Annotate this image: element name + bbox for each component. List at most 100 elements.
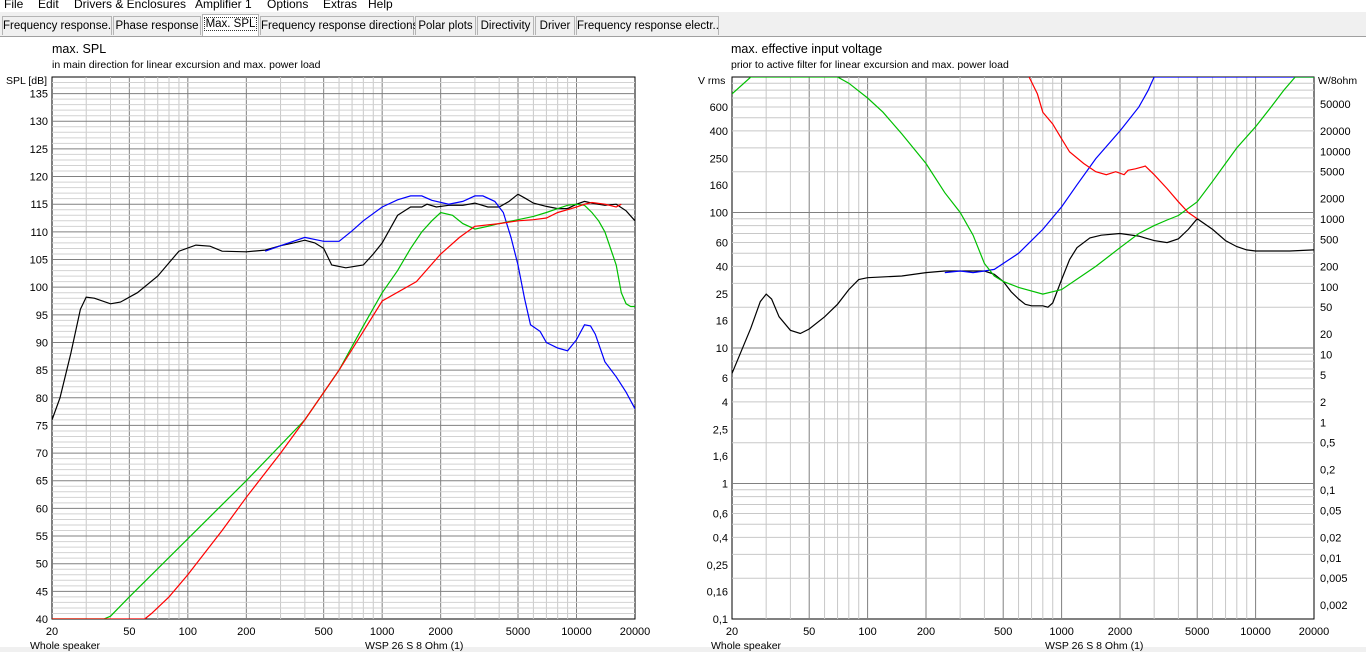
y-tick-label: 250 — [710, 154, 728, 166]
menu-file[interactable]: File — [4, 0, 24, 11]
y-tick-label: 4 — [722, 397, 728, 409]
x-tick-label: 20000 — [1299, 626, 1330, 638]
y-tick-label: 16 — [716, 315, 728, 327]
y-right-tick-label: 10000 — [1320, 146, 1351, 158]
y-tick-label: 400 — [710, 126, 728, 138]
y-tick-label: 1 — [722, 479, 728, 491]
menu-edit[interactable]: Edit — [38, 0, 59, 11]
y-tick-label: 40 — [36, 614, 48, 626]
y-tick-label: 60 — [36, 503, 48, 515]
series-line — [732, 217, 1314, 374]
tab-label: Directivity — [480, 20, 531, 32]
menu-amplifier[interactable]: Amplifier 1 — [195, 0, 252, 11]
x-tick-label: 10000 — [1240, 626, 1271, 638]
tab-max-spl[interactable]: Max. SPL — [202, 14, 259, 36]
y-tick-label: 75 — [36, 420, 48, 432]
y-tick-label: 0,4 — [713, 532, 728, 544]
y-tick-label: 60 — [716, 238, 728, 250]
y-right-tick-label: 1000 — [1320, 214, 1344, 226]
x-tick-label: 5000 — [506, 626, 530, 638]
y-tick-label: 0,16 — [707, 586, 728, 598]
y-tick-label: 100 — [710, 208, 728, 220]
y-tick-label: 0,25 — [707, 560, 728, 572]
x-tick-label: 50 — [123, 626, 135, 638]
y-right-tick-label: 20 — [1320, 329, 1332, 341]
x-tick-label: 500 — [314, 626, 332, 638]
y-tick-label: 90 — [36, 337, 48, 349]
y-right-tick-label: 50000 — [1320, 99, 1351, 111]
x-tick-label: 1000 — [370, 626, 394, 638]
menu-drivers-enclosures[interactable]: Drivers & Enclosures — [74, 0, 187, 11]
footer-left: Whole speaker — [30, 640, 101, 652]
y-right-tick-label: 0,002 — [1320, 600, 1348, 612]
workspace: max. SPL in main direction for linear ex… — [0, 37, 1366, 652]
y-tick-label: 135 — [30, 89, 48, 101]
tab-label: Driver — [539, 20, 571, 32]
chart-subtitle: prior to active filter for linear excurs… — [731, 59, 1009, 71]
y-axis-label: V rms — [698, 75, 726, 87]
menu-extras[interactable]: Extras — [323, 0, 358, 11]
y-tick-label: 70 — [36, 448, 48, 460]
x-tick-label: 200 — [237, 626, 255, 638]
y-tick-label: 125 — [30, 144, 48, 156]
tab-directivity[interactable]: Directivity — [477, 16, 534, 35]
x-tick-label: 2000 — [428, 626, 452, 638]
tab-label: Max. SPL — [203, 17, 258, 31]
tab-driver[interactable]: Driver — [535, 16, 575, 35]
y-tick-label: 45 — [36, 586, 48, 598]
series-line — [732, 77, 1314, 295]
y-tick-label: 2,5 — [713, 425, 728, 437]
x-tick-label: 5000 — [1185, 626, 1209, 638]
x-tick-label: 2000 — [1108, 626, 1132, 638]
y-tick-label: 100 — [30, 282, 48, 294]
y-right-tick-label: 20000 — [1320, 126, 1351, 138]
menu-options[interactable]: Options — [267, 0, 309, 11]
footer-center: WSP 26 S 8 Ohm (1) — [1045, 640, 1144, 652]
y-tick-label: 50 — [36, 559, 48, 571]
series-line — [52, 193, 635, 421]
series-line — [52, 201, 622, 619]
y-tick-label: 110 — [30, 227, 48, 239]
y-tick-label: 130 — [30, 116, 48, 128]
y-tick-label: 40 — [716, 261, 728, 273]
y-tick-label: 85 — [36, 365, 48, 377]
y-tick-label: 115 — [30, 199, 48, 211]
y-right-tick-label: 5 — [1320, 370, 1326, 382]
tab-polar-plots[interactable]: Polar plots — [415, 16, 476, 35]
menu-help[interactable]: Help — [368, 0, 393, 11]
y-right-tick-label: 500 — [1320, 234, 1338, 246]
y-right-tick-label: 2 — [1320, 397, 1326, 409]
y-right-tick-label: 50 — [1320, 302, 1332, 314]
x-tick-label: 20 — [726, 626, 738, 638]
x-tick-label: 1000 — [1049, 626, 1073, 638]
chart-subtitle: in main direction for linear excursion a… — [52, 59, 321, 71]
chart-title: max. effective input voltage — [731, 42, 883, 56]
series-line — [1028, 77, 1198, 220]
tab-label: Frequency response electr.. — [577, 20, 719, 32]
tab-label: Frequency response directions — [261, 20, 419, 32]
y-right-tick-label: 100 — [1320, 282, 1338, 294]
tab-phase-response[interactable]: Phase response — [113, 16, 201, 35]
series-line — [264, 195, 635, 410]
y-tick-label: 120 — [30, 172, 48, 184]
y-axis-label-right: W/8ohm — [1318, 75, 1358, 87]
y-right-tick-label: 10 — [1320, 350, 1332, 362]
tab-label: Polar plots — [418, 20, 473, 32]
x-tick-label: 500 — [994, 626, 1012, 638]
y-right-tick-label: 5000 — [1320, 167, 1344, 179]
tab-frequency-response-electrical[interactable]: Frequency response electr.. — [576, 16, 719, 35]
y-tick-label: 80 — [36, 393, 48, 405]
series-line — [944, 77, 1314, 274]
max-voltage-panel: max. effective input voltage prior to ac… — [683, 37, 1366, 652]
y-tick-label: 600 — [710, 102, 728, 114]
y-tick-label: 10 — [716, 343, 728, 355]
y-tick-label: 105 — [30, 255, 48, 267]
tab-frequency-response-directions[interactable]: Frequency response directions — [260, 16, 418, 35]
y-tick-label: 6 — [722, 373, 728, 385]
max-spl-chart: 20 50 100 200 500 1000 2000 5000 10000 20000 40 45 5… — [30, 76, 650, 638]
menu-bar: File Edit Drivers & Enclosures Amplifier… — [0, 0, 1366, 12]
footer-left: Whole speaker — [711, 640, 782, 652]
y-right-tick-label: 0,05 — [1320, 505, 1341, 517]
max-spl-panel: max. SPL in main direction for linear ex… — [0, 37, 683, 652]
tab-frequency-response[interactable]: Frequency response. — [2, 16, 112, 35]
